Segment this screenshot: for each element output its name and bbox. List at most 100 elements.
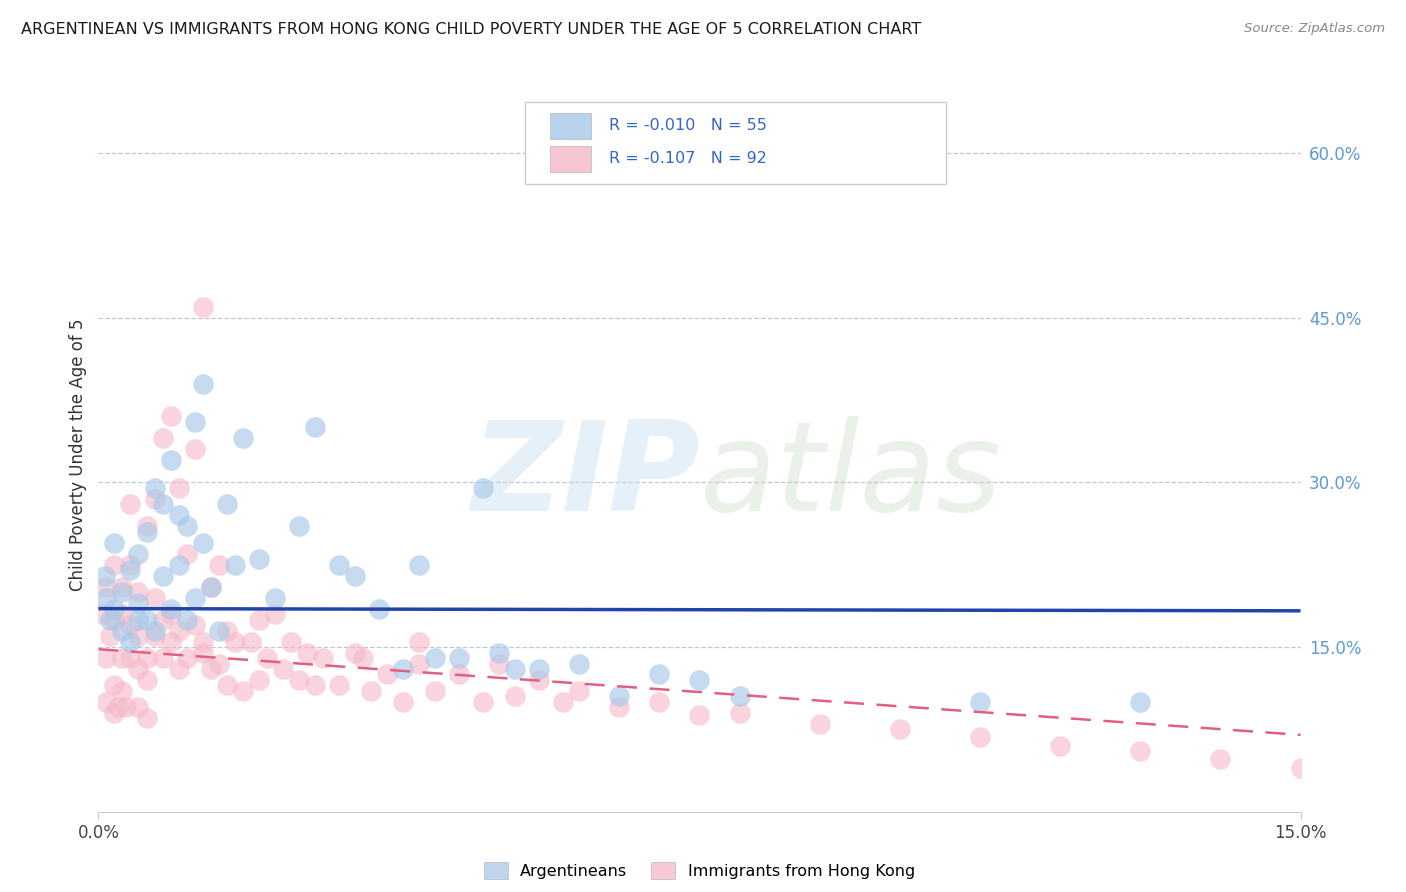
Point: [128, 596, 150, 610]
FancyBboxPatch shape: [550, 146, 592, 171]
Point: [423, 684, 446, 698]
Point: [304, 678, 326, 692]
Point: [128, 700, 150, 714]
Legend: Argentineans, Immigrants from Hong Kong: Argentineans, Immigrants from Hong Kong: [477, 855, 922, 886]
Y-axis label: Child Poverty Under the Age of 5: Child Poverty Under the Age of 5: [69, 318, 87, 591]
Point: [159, 634, 181, 648]
Point: [472, 695, 495, 709]
Point: [200, 662, 222, 676]
Text: R = -0.107   N = 92: R = -0.107 N = 92: [609, 152, 768, 166]
Point: [295, 646, 318, 660]
Text: R = -0.010   N = 55: R = -0.010 N = 55: [609, 119, 768, 134]
Point: [200, 580, 222, 594]
Point: [159, 453, 181, 467]
Point: [328, 678, 350, 692]
Point: [183, 591, 205, 605]
Point: [167, 481, 190, 495]
Point: [280, 634, 302, 648]
Point: [167, 662, 190, 676]
Point: [689, 673, 711, 687]
Point: [159, 607, 181, 621]
Text: ZIP: ZIP: [471, 416, 700, 537]
Point: [488, 657, 510, 671]
Point: [91, 607, 114, 621]
Point: [609, 690, 631, 704]
Point: [208, 624, 231, 638]
Point: [689, 708, 711, 723]
Point: [247, 552, 270, 566]
Point: [215, 678, 238, 692]
Point: [360, 684, 382, 698]
Point: [808, 717, 831, 731]
Point: [215, 497, 238, 511]
Point: [183, 415, 205, 429]
Point: [304, 420, 326, 434]
Point: [183, 618, 205, 632]
Point: [1049, 739, 1071, 753]
Point: [1289, 761, 1312, 775]
Point: [1209, 752, 1232, 766]
Point: [889, 723, 911, 737]
Point: [120, 651, 142, 665]
Point: [263, 607, 285, 621]
Point: [96, 695, 118, 709]
Point: [247, 673, 270, 687]
Point: [107, 700, 129, 714]
Point: [120, 618, 142, 632]
Point: [312, 651, 335, 665]
Point: [352, 651, 374, 665]
Point: [152, 432, 174, 446]
Point: [135, 711, 157, 725]
Point: [553, 695, 575, 709]
Point: [103, 678, 125, 692]
Text: atlas: atlas: [700, 416, 1001, 537]
Point: [568, 684, 591, 698]
Point: [232, 684, 254, 698]
Point: [135, 673, 157, 687]
Point: [128, 662, 150, 676]
Point: [120, 634, 142, 648]
Point: [343, 568, 366, 582]
Point: [232, 432, 254, 446]
Point: [224, 634, 246, 648]
Point: [115, 700, 138, 714]
Point: [288, 673, 311, 687]
Point: [392, 662, 415, 676]
Point: [143, 481, 166, 495]
Text: ARGENTINEAN VS IMMIGRANTS FROM HONG KONG CHILD POVERTY UNDER THE AGE OF 5 CORREL: ARGENTINEAN VS IMMIGRANTS FROM HONG KONG…: [21, 22, 921, 37]
Point: [368, 601, 391, 615]
Point: [503, 690, 526, 704]
Point: [176, 651, 198, 665]
Point: [100, 629, 122, 643]
Point: [191, 634, 214, 648]
Point: [423, 651, 446, 665]
Point: [1129, 695, 1152, 709]
Point: [1129, 744, 1152, 758]
Point: [120, 563, 142, 577]
Point: [103, 613, 125, 627]
Point: [609, 700, 631, 714]
Point: [271, 662, 294, 676]
Point: [529, 662, 551, 676]
Point: [208, 558, 231, 572]
Point: [143, 629, 166, 643]
Point: [183, 442, 205, 457]
Point: [159, 409, 181, 424]
Point: [328, 558, 350, 572]
Point: [447, 651, 470, 665]
Point: [728, 706, 751, 720]
Point: [648, 667, 671, 681]
Point: [111, 684, 134, 698]
Point: [103, 535, 125, 549]
Point: [191, 300, 214, 314]
Point: [176, 547, 198, 561]
Point: [969, 730, 991, 744]
Point: [143, 491, 166, 506]
Point: [969, 695, 991, 709]
Point: [135, 524, 157, 539]
Point: [103, 601, 125, 615]
Point: [111, 585, 134, 599]
Point: [408, 634, 430, 648]
FancyBboxPatch shape: [526, 102, 946, 184]
Point: [103, 558, 125, 572]
